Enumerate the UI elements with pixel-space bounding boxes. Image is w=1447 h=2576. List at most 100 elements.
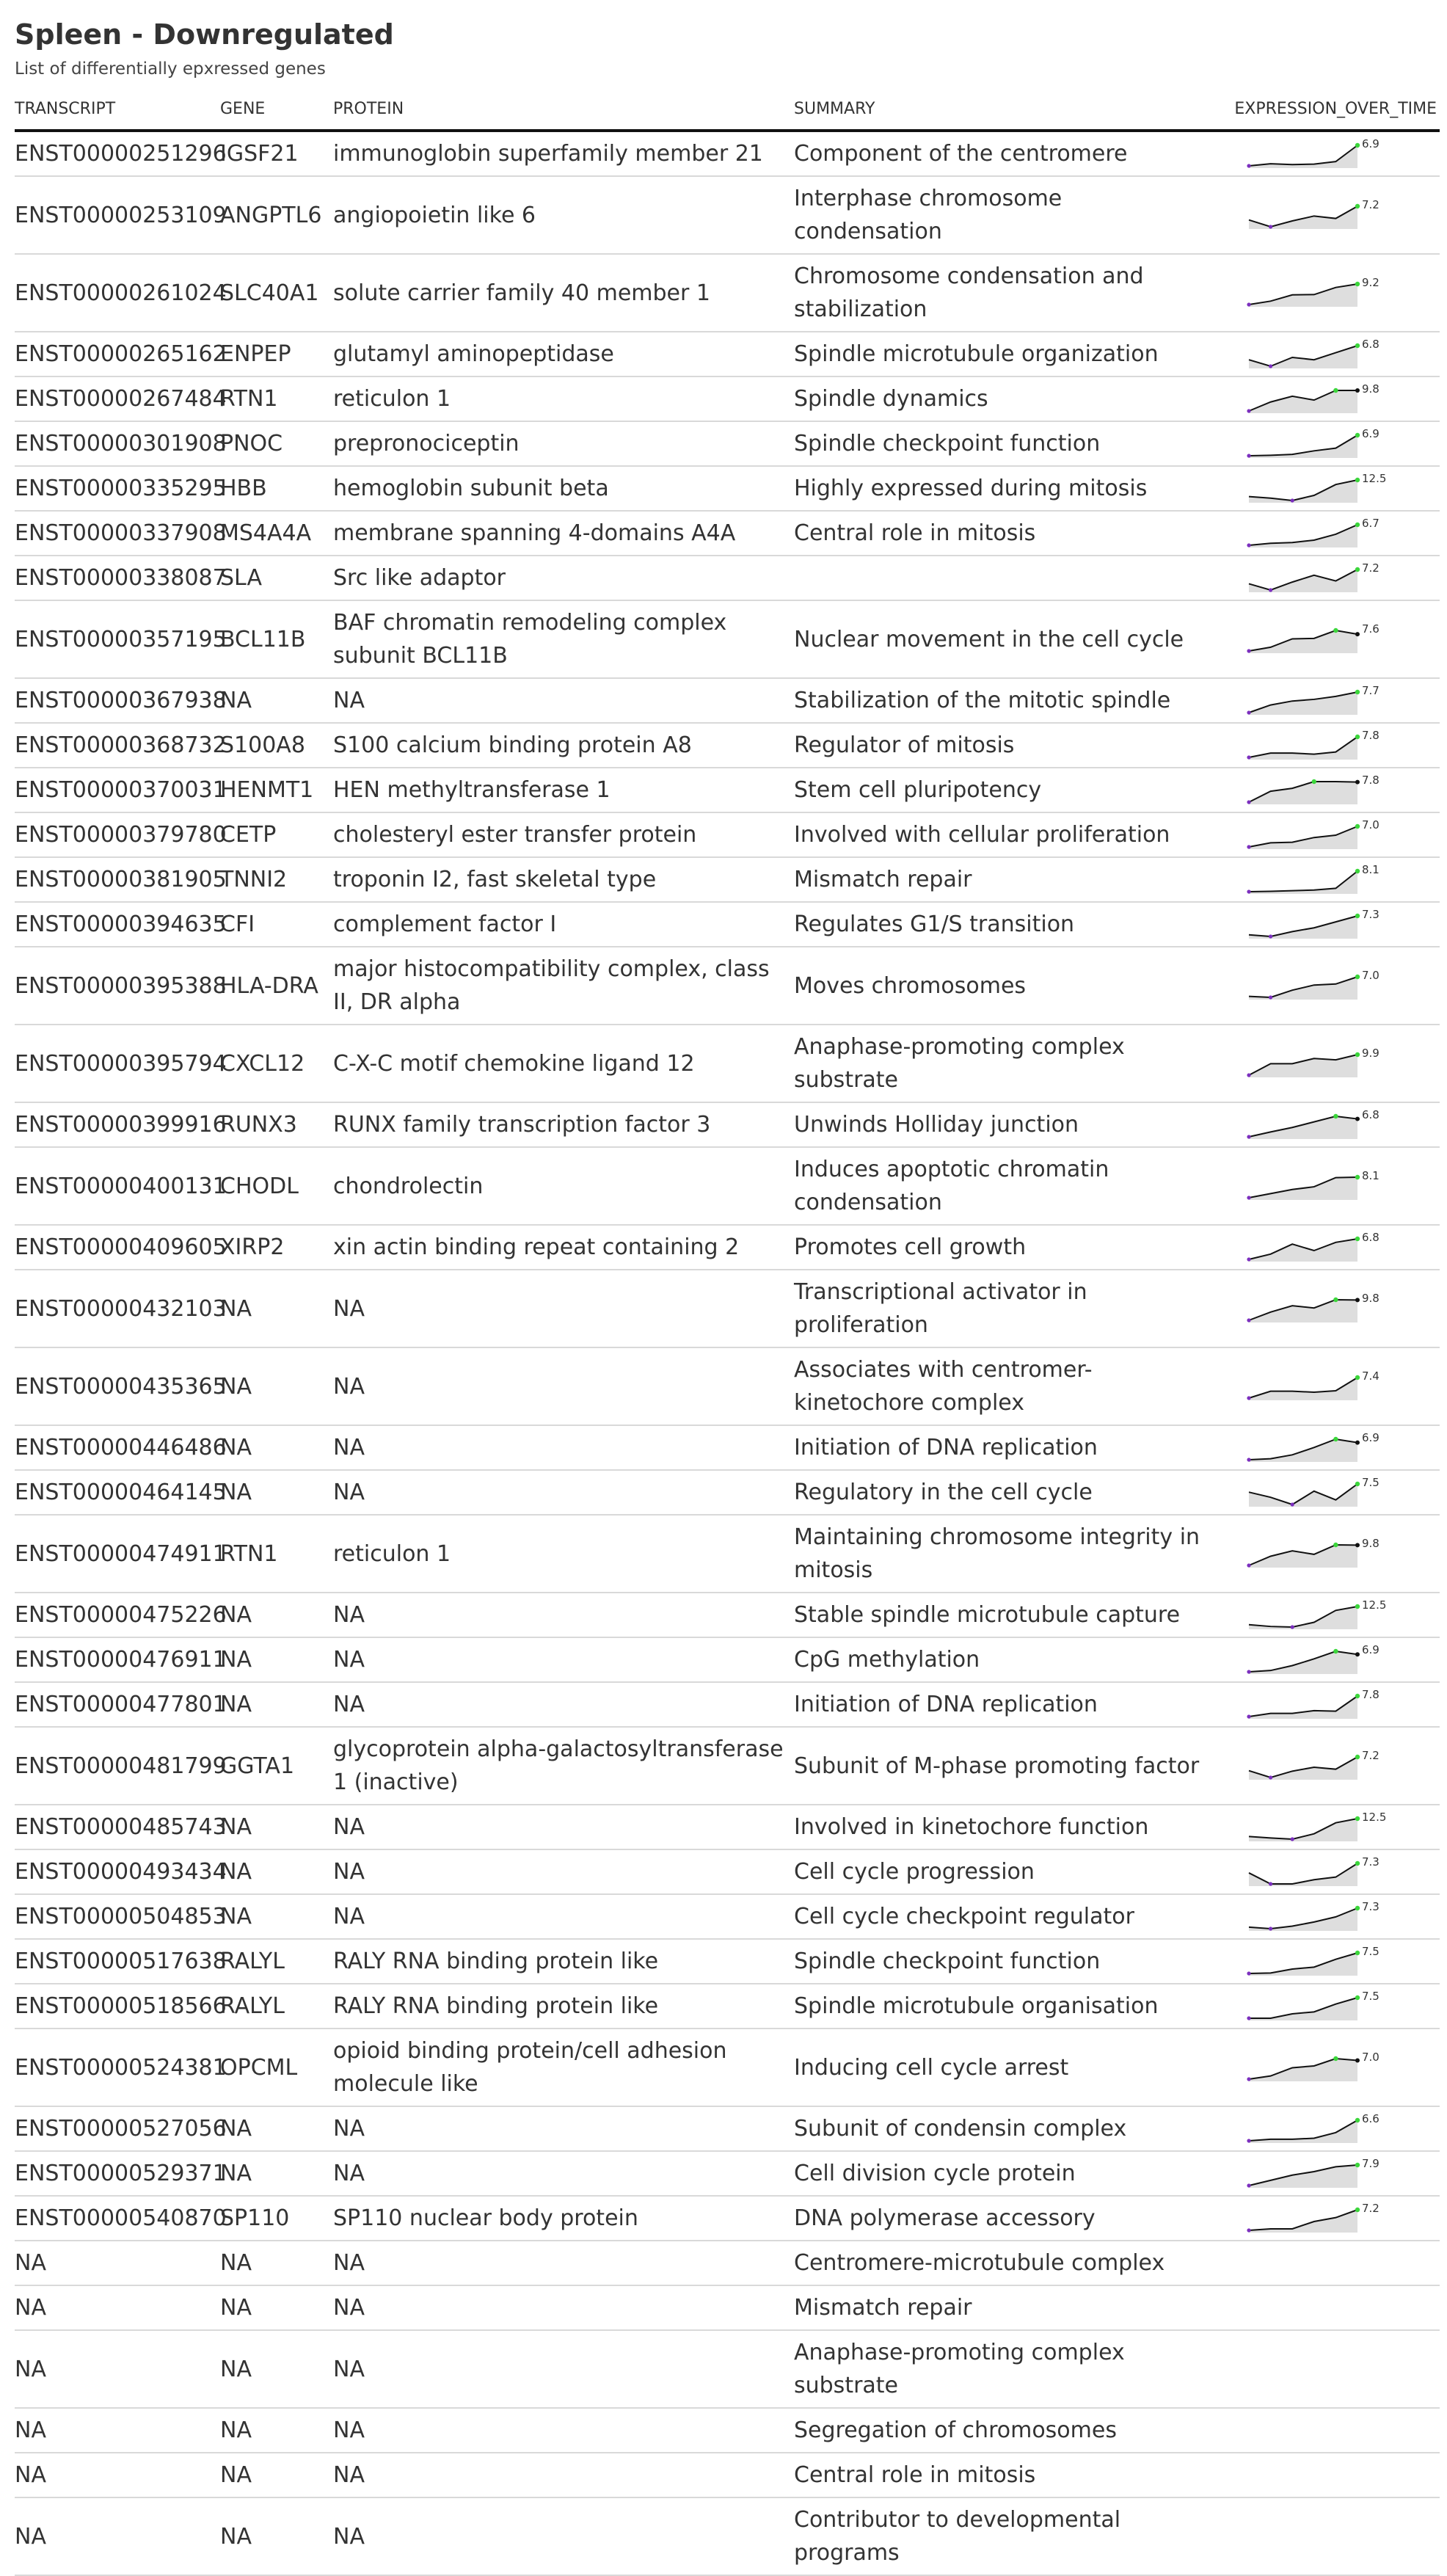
table-row[interactable]: ENST00000476911 NA NA CpG methylation 6.9: [15, 1637, 1440, 1683]
sparkline-line: [1248, 568, 1358, 591]
table-row[interactable]: ENST00000464145 NA NA Regulatory in the cel…: [15, 1470, 1440, 1516]
table-row[interactable]: ENST00000265162 ENPEP glutamyl aminopeptid…: [15, 332, 1440, 377]
sparkline-value-label: 9.8: [1362, 1537, 1379, 1550]
table-row[interactable]: NA NA NA Contributor to developmental progr…: [15, 2497, 1440, 2576]
cell-expression-over-time: 12.5: [1220, 1805, 1440, 1850]
sparkline-min-point: [1247, 408, 1251, 413]
table-row[interactable]: ENST00000395794 CXCL12 C-X-C motif chemoki…: [15, 1025, 1440, 1103]
table-row[interactable]: ENST00000446486 NA NA Initiation of DNA rep…: [15, 1425, 1440, 1471]
table-row[interactable]: ENST00000485743 NA NA Involved in kinetocho…: [15, 1805, 1440, 1850]
column-header-gene[interactable]: GENE: [220, 90, 333, 132]
column-header-protein[interactable]: PROTEIN: [333, 90, 794, 132]
sparkline-line: [1248, 1650, 1358, 1673]
table-row[interactable]: ENST00000261024 SLC40A1 solute carrier fam…: [15, 254, 1440, 332]
table-row[interactable]: ENST00000394635 CFI complement factor I Reg…: [15, 902, 1440, 947]
sparkline-area: [1249, 1238, 1357, 1262]
table-row[interactable]: ENST00000379780 CETP cholesteryl ester tra…: [15, 812, 1440, 858]
table-row[interactable]: ENST00000529371 NA NA Cell division cycle p…: [15, 2151, 1440, 2197]
sparkline-max-point: [1355, 281, 1360, 287]
sparkline-area: [1249, 915, 1357, 939]
expression-sparkline: 6.8: [1248, 338, 1379, 368]
cell-protein: Src like adaptor: [333, 556, 794, 601]
cell-expression-over-time: 7.9: [1220, 2151, 1440, 2197]
table-row[interactable]: ENST00000368732 S100A8 S100 calcium bindin…: [15, 723, 1440, 768]
table-row[interactable]: ENST00000504853 NA NA Cell cycle checkpoint…: [15, 1894, 1440, 1940]
sparkline-max-point: [1355, 1816, 1360, 1821]
table-row[interactable]: NA NA NA Anaphase-promoting complex substra…: [15, 2330, 1440, 2409]
table-row[interactable]: ENST00000335295 HBB hemoglobin subunit bet…: [15, 466, 1440, 512]
cell-expression-over-time: 6.7: [1220, 511, 1440, 556]
table-row[interactable]: NA NA NA Centromere-microtubule complex: [15, 2241, 1440, 2286]
cell-transcript: ENST00000368732: [15, 723, 227, 768]
cell-protein: membrane spanning 4-domains A4A: [333, 511, 794, 556]
cell-transcript: ENST00000381905: [15, 857, 227, 903]
sparkline-max-point: [1355, 2207, 1360, 2212]
cell-gene: NA: [220, 1470, 333, 1516]
table-row[interactable]: ENST00000253109 ANGPTL6 angiopoietin like …: [15, 176, 1440, 255]
table-row[interactable]: ENST00000301908 PNOC prepronociceptin Spind…: [15, 421, 1440, 467]
cell-transcript: ENST00000399916: [15, 1102, 227, 1148]
expression-sparkline: 6.9: [1247, 1431, 1379, 1462]
table-row[interactable]: ENST00000475226 NA NA Stable spindle microt…: [15, 1593, 1440, 1638]
table-row[interactable]: ENST00000474911 RTN1 reticulon 1 Maintainin…: [15, 1515, 1440, 1593]
cell-protein: major histocompatibility complex, class …: [333, 947, 794, 1025]
table-row[interactable]: ENST00000477801 NA NA Initiation of DNA rep…: [15, 1682, 1440, 1728]
table-row[interactable]: ENST00000540870 SP110 SP110 nuclear body p…: [15, 2196, 1440, 2241]
cell-summary: Anaphase-promoting complex substrate: [794, 1025, 1220, 1103]
table-row[interactable]: ENST00000481799 GGTA1 glycoprotein alpha-g…: [15, 1727, 1440, 1805]
table-row[interactable]: ENST00000267484 RTN1 reticulon 1 Spindle dy…: [15, 376, 1440, 422]
column-header-transcript[interactable]: TRANSCRIPT: [15, 90, 220, 132]
expression-sparkline: 12.5: [1248, 1598, 1386, 1629]
table-row[interactable]: ENST00000357195 BCL11B BAF chromatin remod…: [15, 600, 1440, 679]
table-row[interactable]: NA NA NA Central role in mitosis: [15, 2453, 1440, 2498]
column-header-summary[interactable]: SUMMARY: [794, 90, 1220, 132]
cell-gene: RUNX3: [220, 1102, 333, 1148]
sparkline-line: [1248, 1695, 1358, 1717]
cell-expression-over-time: 6.9: [1220, 131, 1440, 177]
sparkline-max-point: [1355, 1693, 1360, 1698]
table-row[interactable]: ENST00000251296 IGSF21 immunoglobin superf…: [15, 131, 1440, 177]
sparkline-max-point: [1355, 1995, 1360, 2000]
cell-expression-over-time: 6.6: [1220, 2106, 1440, 2152]
table-row[interactable]: ENST00000370031 HENMT1 HEN methyltransfera…: [15, 768, 1440, 813]
table-row[interactable]: ENST00000409605 XIRP2 xin actin binding re…: [15, 1225, 1440, 1270]
cell-gene: NA: [220, 2241, 333, 2286]
cell-summary: Cell cycle checkpoint regulator: [794, 1894, 1220, 1940]
cell-protein: reticulon 1: [333, 1515, 794, 1593]
table-row[interactable]: ENST00000381905 TNNI2 troponin I2, fast sk…: [15, 857, 1440, 903]
table-row[interactable]: ENST00000399916 RUNX3 RUNX family transcri…: [15, 1102, 1440, 1148]
cell-summary: Regulator of mitosis: [794, 723, 1220, 768]
cell-expression-over-time: 7.5: [1220, 1939, 1440, 1984]
table-row[interactable]: ENST00000432103 NA NA Transcriptional activ…: [15, 1270, 1440, 1348]
cell-gene: HLA-DRA: [220, 947, 333, 1025]
sparkline-line: [1248, 1438, 1358, 1460]
sparkline-last-point: [1355, 632, 1360, 637]
table-row[interactable]: ENST00000517638 RALYL RALY RNA binding pro…: [15, 1939, 1440, 1984]
table-row[interactable]: ENST00000527056 NA NA Subunit of condensin …: [15, 2106, 1440, 2152]
table-row[interactable]: ENST00000400131 CHODL chondrolectin Induces…: [15, 1147, 1440, 1226]
sparkline-value-label: 7.8: [1362, 729, 1379, 742]
sparkline-area: [1249, 1545, 1357, 1568]
expression-sparkline: 7.2: [1247, 2202, 1379, 2233]
table-row[interactable]: ENST00000435365 NA NA Associates with centr…: [15, 1347, 1440, 1426]
table-row[interactable]: ENST00000518566 RALYL RALY RNA binding pro…: [15, 1984, 1440, 2029]
cell-gene: NA: [220, 678, 333, 724]
table-row[interactable]: ENST00000493434 NA NA Cell cycle progressio…: [15, 1849, 1440, 1895]
table-row[interactable]: NA NA NA Mismatch repair: [15, 2285, 1440, 2331]
cell-summary: Spindle microtubule organisation: [794, 1984, 1220, 2029]
table-row[interactable]: ENST00000367938 NA NA Stabilization of the …: [15, 678, 1440, 724]
sparkline-area: [1249, 1055, 1357, 1077]
table-row[interactable]: ENST00000524381 OPCML opioid binding prote…: [15, 2029, 1440, 2107]
sparkline-area: [1249, 206, 1357, 229]
sparkline-min-point: [1247, 163, 1251, 168]
sparkline-last-point: [1355, 1651, 1360, 1656]
cell-gene: RALYL: [220, 1984, 333, 2029]
cell-summary: Centromere-microtubule complex: [794, 2241, 1220, 2286]
table-row[interactable]: ENST00000337908 MS4A4A membrane spanning 4…: [15, 511, 1440, 556]
sparkline-area: [1249, 1378, 1357, 1400]
table-row[interactable]: ENST00000395388 HLA-DRA major histocompati…: [15, 947, 1440, 1025]
sparkline-value-label: 7.5: [1362, 1945, 1379, 1958]
table-row[interactable]: ENST00000338087 SLA Src like adaptor 7.2: [15, 556, 1440, 601]
column-header-expression-over-time[interactable]: EXPRESSION_OVER_TIME: [1220, 90, 1440, 132]
table-row[interactable]: NA NA NA Segregation of chromosomes: [15, 2408, 1440, 2453]
